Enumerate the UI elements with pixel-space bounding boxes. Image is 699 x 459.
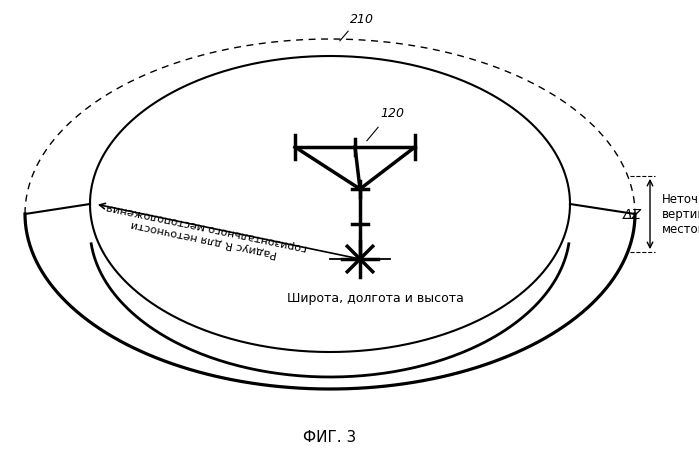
Text: Неточность
вертикального
местоположения: Неточность вертикального местоположения — [662, 193, 699, 236]
Text: 120: 120 — [380, 107, 404, 120]
Text: ΔZ: ΔZ — [623, 207, 642, 222]
Text: ФИГ. 3: ФИГ. 3 — [303, 429, 356, 444]
Text: Широта, долгота и высота: Широта, долгота и высота — [287, 291, 463, 304]
Text: 210: 210 — [350, 13, 374, 26]
Text: Радиус R для неточности
горизонтального местоположения: Радиус R для неточности горизонтального … — [103, 201, 308, 264]
